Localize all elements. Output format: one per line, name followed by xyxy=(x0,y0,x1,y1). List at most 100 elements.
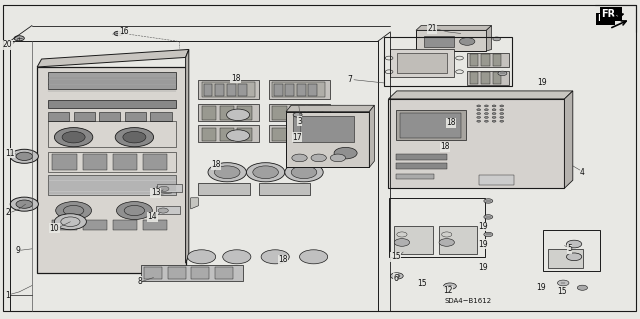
Circle shape xyxy=(484,105,488,107)
Bar xyxy=(37,67,186,273)
Bar xyxy=(150,112,172,121)
Bar xyxy=(52,154,77,170)
Bar xyxy=(397,53,447,73)
Bar xyxy=(481,72,490,84)
Bar xyxy=(481,54,490,66)
Circle shape xyxy=(330,154,346,162)
Bar xyxy=(467,53,509,67)
Bar xyxy=(470,54,478,66)
Text: 18: 18 xyxy=(447,118,456,127)
Bar xyxy=(204,84,212,96)
Bar xyxy=(125,112,146,121)
Circle shape xyxy=(208,163,246,182)
Text: 19: 19 xyxy=(478,240,488,249)
Circle shape xyxy=(246,163,285,182)
Circle shape xyxy=(214,166,240,179)
Bar xyxy=(308,84,317,96)
Bar xyxy=(394,226,433,254)
Text: 15: 15 xyxy=(390,252,401,261)
Circle shape xyxy=(500,109,504,111)
Polygon shape xyxy=(486,26,492,51)
Text: 3: 3 xyxy=(297,117,302,126)
Bar xyxy=(99,112,120,121)
Bar xyxy=(548,249,583,268)
Bar xyxy=(308,128,323,141)
Bar xyxy=(493,54,501,66)
Bar xyxy=(290,128,305,141)
Bar xyxy=(220,128,234,141)
Bar xyxy=(290,106,305,120)
Circle shape xyxy=(477,120,481,122)
Circle shape xyxy=(477,116,481,118)
Bar xyxy=(286,112,369,167)
Circle shape xyxy=(56,202,92,219)
Text: 8: 8 xyxy=(137,277,142,286)
Circle shape xyxy=(439,239,454,246)
Text: 19: 19 xyxy=(478,222,488,231)
Circle shape xyxy=(253,166,278,179)
Bar xyxy=(384,37,512,86)
Polygon shape xyxy=(564,91,573,188)
Circle shape xyxy=(492,113,496,115)
Circle shape xyxy=(54,214,86,230)
Circle shape xyxy=(293,113,302,117)
Text: 20: 20 xyxy=(3,40,13,49)
Text: 10: 10 xyxy=(49,224,60,233)
Circle shape xyxy=(158,208,168,213)
Text: 16: 16 xyxy=(118,27,129,36)
Bar xyxy=(390,49,454,77)
Circle shape xyxy=(54,128,93,147)
Text: 14: 14 xyxy=(147,212,157,221)
Bar xyxy=(141,265,243,281)
Bar xyxy=(237,128,252,141)
Bar xyxy=(202,128,216,141)
Text: 18: 18 xyxy=(211,160,220,169)
Circle shape xyxy=(261,250,289,264)
Bar xyxy=(470,72,478,84)
Bar xyxy=(198,183,250,195)
Bar xyxy=(113,220,137,230)
Text: 15: 15 xyxy=(417,279,428,288)
Text: 5: 5 xyxy=(567,244,572,253)
Bar xyxy=(272,106,287,120)
Bar xyxy=(416,30,486,51)
Circle shape xyxy=(227,109,250,121)
Circle shape xyxy=(484,109,488,111)
Polygon shape xyxy=(191,198,198,209)
Circle shape xyxy=(16,200,33,208)
Circle shape xyxy=(10,149,38,163)
Bar xyxy=(191,267,209,279)
Circle shape xyxy=(116,202,152,219)
Circle shape xyxy=(566,240,582,248)
Circle shape xyxy=(484,116,488,118)
Bar xyxy=(285,84,294,96)
Bar xyxy=(83,220,107,230)
Polygon shape xyxy=(388,91,573,99)
Polygon shape xyxy=(416,26,492,30)
Bar xyxy=(396,154,447,160)
Bar xyxy=(143,220,167,230)
Circle shape xyxy=(390,273,403,279)
Bar xyxy=(215,267,233,279)
Circle shape xyxy=(484,199,493,203)
Circle shape xyxy=(285,163,323,182)
Text: 2: 2 xyxy=(5,208,10,217)
Text: 6: 6 xyxy=(393,274,398,283)
Circle shape xyxy=(444,283,456,289)
Text: 4: 4 xyxy=(580,168,585,177)
Circle shape xyxy=(227,130,250,141)
Circle shape xyxy=(484,113,488,115)
Bar xyxy=(48,100,176,108)
Circle shape xyxy=(62,131,85,143)
Circle shape xyxy=(498,71,507,76)
Bar xyxy=(400,113,461,138)
Bar xyxy=(274,84,283,96)
Circle shape xyxy=(493,37,500,41)
Polygon shape xyxy=(157,187,172,195)
Text: 13: 13 xyxy=(150,189,161,197)
Circle shape xyxy=(566,253,582,261)
Circle shape xyxy=(114,31,123,36)
Circle shape xyxy=(500,116,504,118)
Text: 19: 19 xyxy=(478,263,488,272)
Bar xyxy=(396,174,434,179)
